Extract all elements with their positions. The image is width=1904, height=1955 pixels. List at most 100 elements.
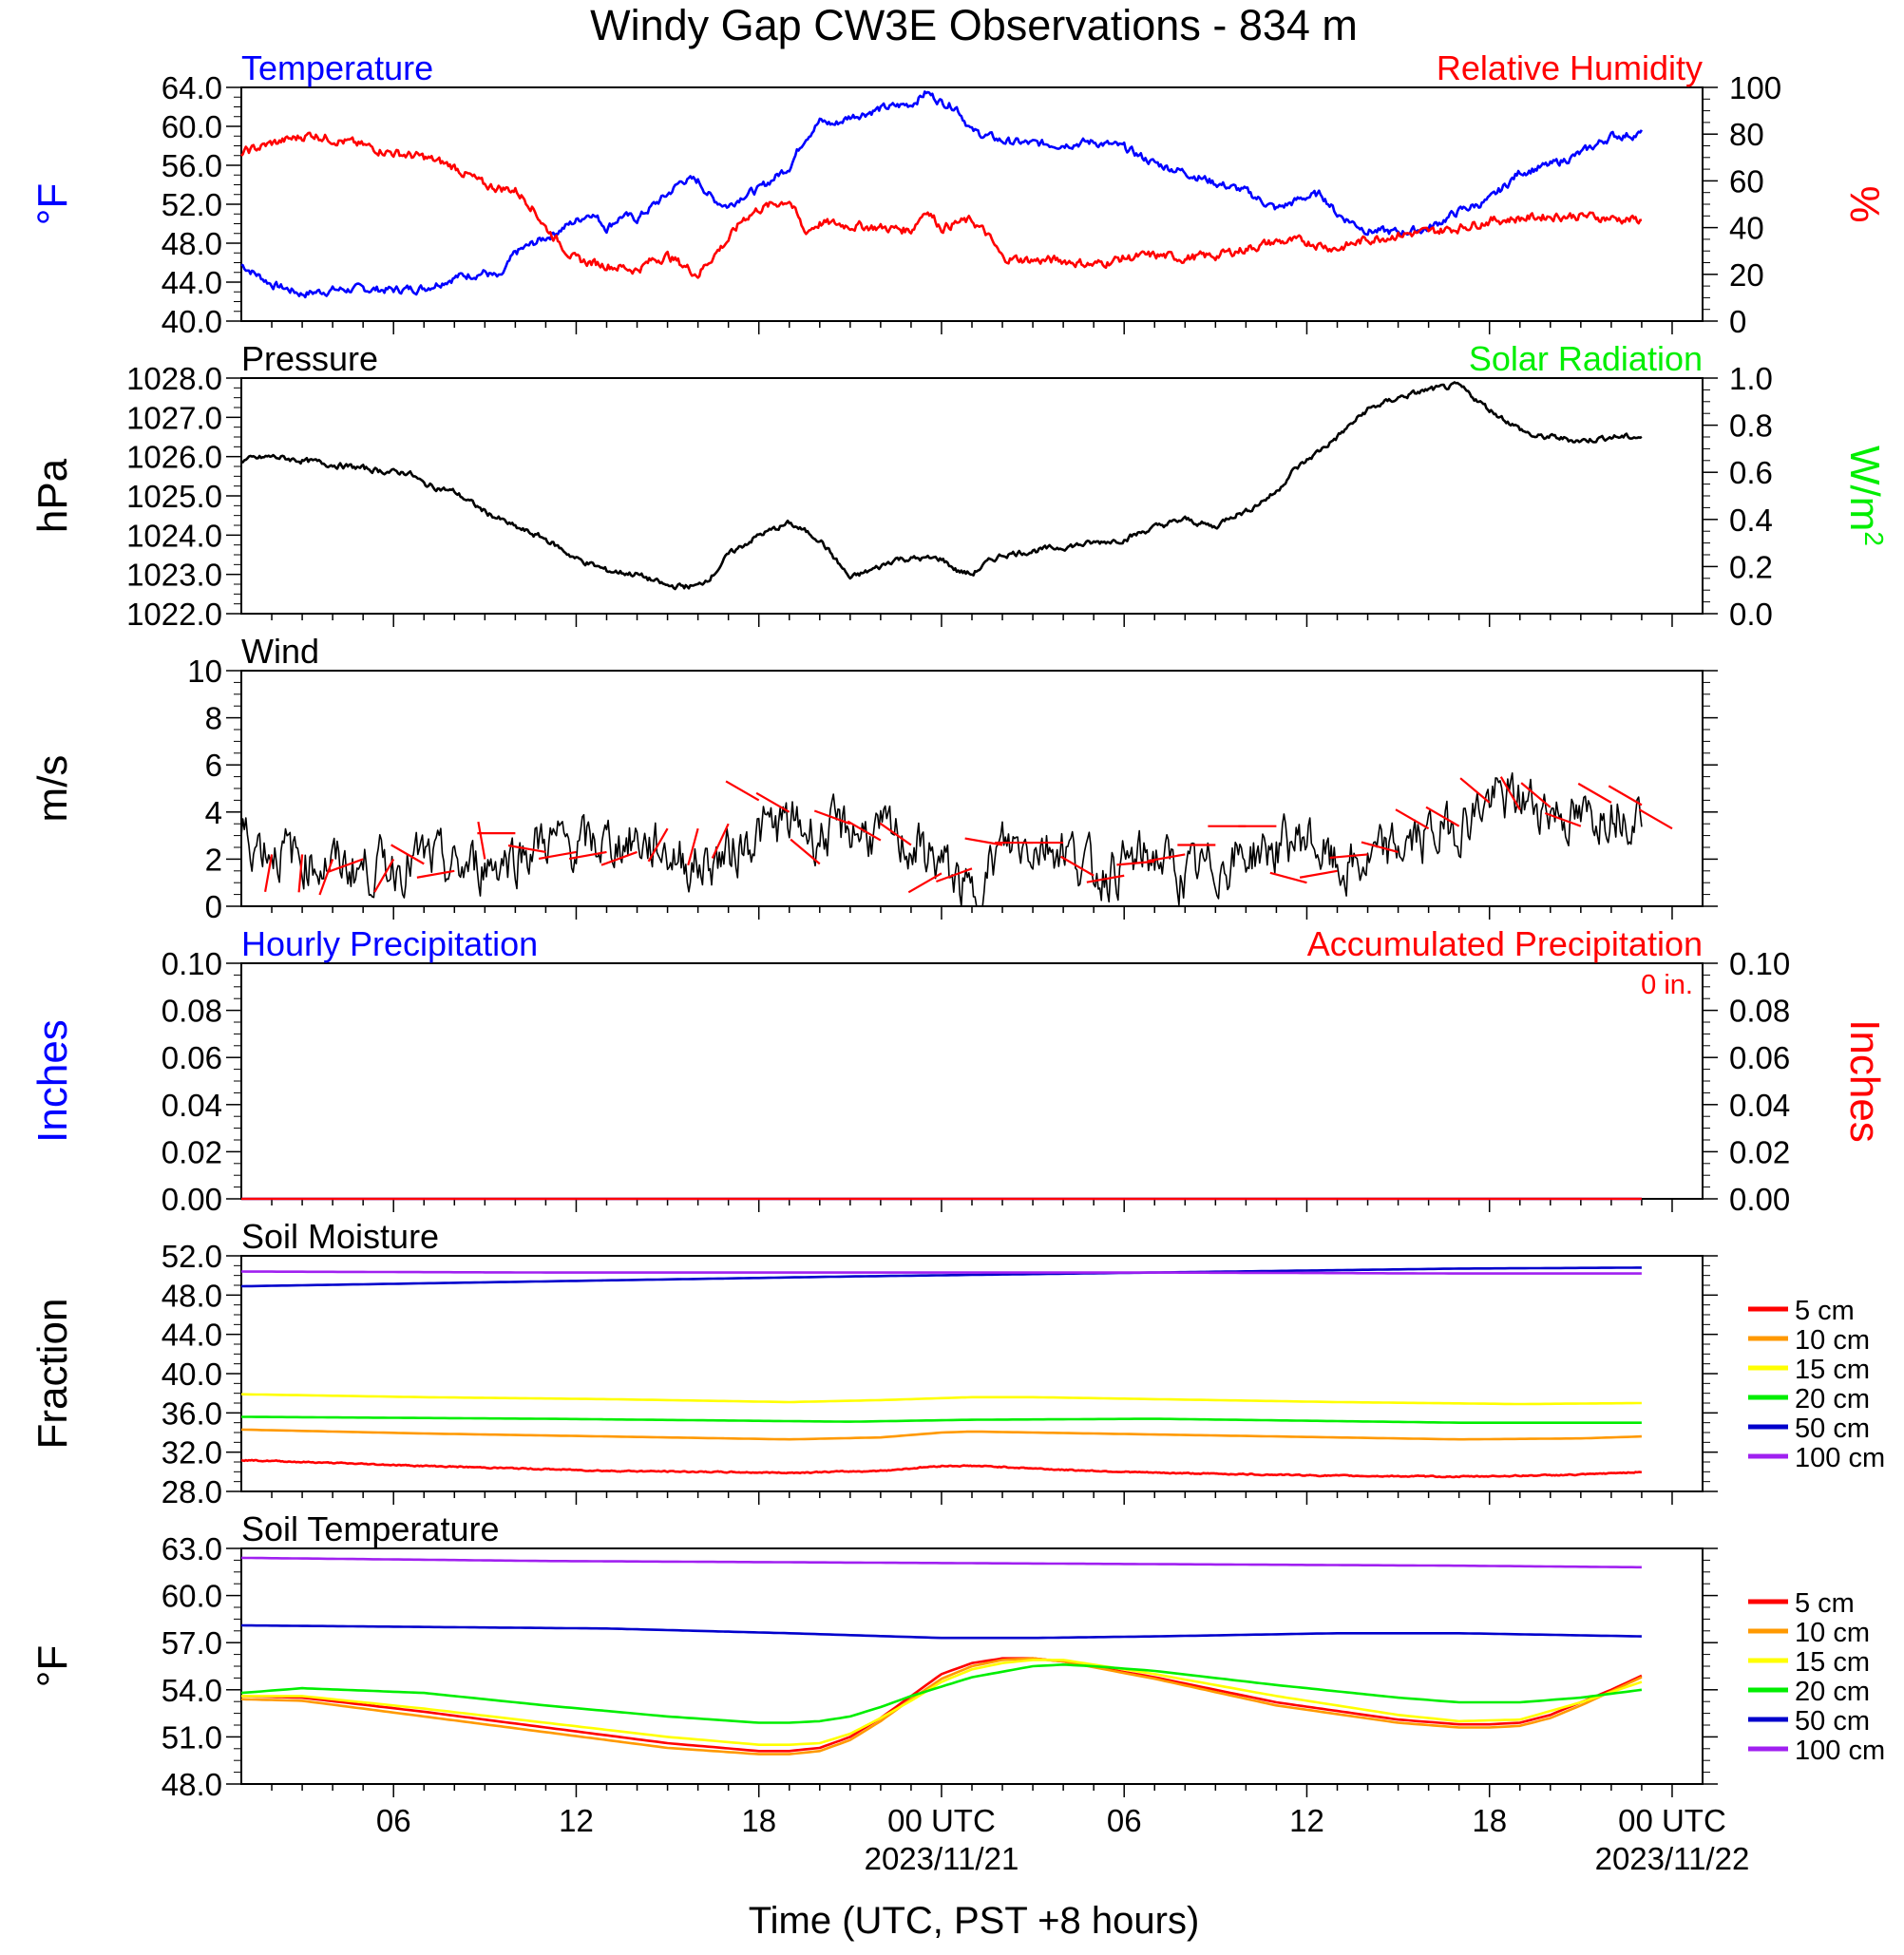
wind-barb [711,823,730,859]
chart-title: Windy Gap CW3E Observations - 834 m [590,1,1358,49]
legend-label: 20 cm [1795,1677,1870,1707]
y-tick-label-right: 0.2 [1729,549,1773,584]
y-tick-label-right: 1.0 [1729,361,1773,396]
x-tick-label: 18 [741,1803,776,1838]
legend-label: 10 cm [1795,1325,1870,1356]
y-tick-label-left: 44.0 [162,1318,222,1353]
wind-barb [568,850,607,860]
panel-frame [240,1255,1704,1492]
series-line [240,1657,1643,1756]
y-tick-label-left: 0.06 [162,1040,222,1075]
y-tick-label-right: 40 [1729,211,1764,246]
wind-barb [1520,782,1552,808]
panel-title-left: Soil Moisture [241,1217,439,1256]
wind-barb [327,858,364,874]
wind-barb [1395,808,1430,830]
wind-barb [264,854,274,893]
series-line [240,1266,1642,1288]
wind-barb [1638,808,1673,830]
y-tick-label-left: 10 [187,654,222,689]
y-tick-label-left: 60.0 [162,109,222,144]
y-tick-label-right: 0.6 [1729,455,1773,490]
panel-soil_temperature: 48.0 51.0 54.0 57.0 60.0 63.0 Soil Temperature… [29,1509,1885,1802]
wind-barb [1608,785,1643,807]
y-axis-title-left: Fraction [29,1299,76,1450]
wind-barb [1425,806,1460,827]
y-tick-label-left: 4 [205,795,222,830]
series-line [240,1663,1643,1724]
series-line [240,1428,1642,1441]
y-axis-title-right: Inches [1841,1019,1888,1143]
wind-barb [1299,869,1338,879]
panel-frame [240,962,1704,1200]
y-tick-label-left: 36.0 [162,1395,222,1431]
y-tick-label-left: 44.0 [162,265,222,300]
panel-title-left: Wind [241,632,319,671]
y-tick-label-left: 28.0 [162,1474,222,1509]
y-tick-label-right: 80 [1729,117,1764,152]
panel-title-left: Pressure [241,339,378,378]
panel-precipitation: 0.00 0.02 0.04 0.06 0.08 0.10 0.00 0.02 0.04 0.06… [29,924,1888,1217]
series-line [240,1458,1643,1479]
wind-barb [936,867,973,883]
y-tick-label-right: 0 [1729,304,1746,339]
y-tick-label-left: 56.0 [162,148,222,183]
x-tick-label: 00 UTC [1618,1803,1726,1838]
legend-label: 100 cm [1795,1443,1885,1473]
wind-barb [507,844,546,854]
wind-barb [1059,855,1095,877]
y-tick-label-right: 0.4 [1729,503,1773,538]
x-tick-label: 00 UTC [887,1803,996,1838]
y-tick-label-left: 64.0 [162,70,222,105]
series-line [240,1270,1642,1275]
x-tick-label: 06 [1107,1803,1142,1838]
panel-title-right: Accumulated Precipitation [1307,924,1703,963]
x-date-label: 2023/11/22 [1595,1841,1750,1876]
x-tick-label: 06 [376,1803,411,1838]
y-tick-label-left: 0.02 [162,1134,222,1169]
y-tick-label-right: 20 [1729,257,1764,293]
panel-temperature_rh: 40.0 44.0 48.0 52.0 56.0 60.0 64.0 0 20 40 60 80 100… [29,48,1888,339]
y-tick-label-left: 1024.0 [126,518,222,553]
y-tick-label-left: 0.00 [162,1182,222,1217]
y-axis-title-right: W/m2 [1841,446,1890,546]
y-tick-label-left: 52.0 [162,187,222,222]
wind-barb [297,854,304,893]
y-axis-title-right: % [1841,185,1888,222]
wind-barb [847,820,882,842]
y-tick-label-left: 0.08 [162,994,222,1029]
y-tick-label-left: 1026.0 [126,440,222,475]
wind-barb [907,872,942,894]
legend-label: 15 cm [1795,1355,1870,1385]
wind-barb [318,859,334,896]
legend-label: 20 cm [1795,1384,1870,1414]
panel-title-left: Temperature [241,48,433,87]
panel-frame [240,86,1704,322]
legend-label: 15 cm [1795,1647,1870,1678]
wind-barb [477,821,486,860]
wind-barb [1329,853,1368,860]
y-tick-label-left: 0.10 [162,946,222,981]
panel-title-left: Soil Temperature [241,1509,499,1548]
wind-barb [1459,777,1491,804]
wind-barb [647,827,669,863]
y-tick-label-left: 0.04 [162,1088,222,1123]
y-tick-label-left: 60.0 [162,1579,222,1614]
wind-barb [755,791,790,813]
y-tick-label-left: 1027.0 [126,400,222,435]
series-line [240,772,1643,907]
y-tick-label-left: 48.0 [162,1278,222,1313]
wind-barb [790,838,821,865]
y-tick-label-right: 100 [1729,70,1781,105]
y-tick-label-right: 0.0 [1729,597,1773,632]
legend-label: 10 cm [1795,1618,1870,1648]
y-tick-label-left: 40.0 [162,1357,222,1392]
legend-label: 5 cm [1795,1296,1855,1326]
y-tick-label-right: 0.06 [1729,1040,1790,1075]
legend-label: 5 cm [1795,1588,1855,1619]
wind-barb [1544,811,1582,827]
y-tick-label-left: 2 [205,842,222,877]
x-tick-label: 12 [559,1803,594,1838]
precip-annotation: 0 in. [1641,970,1693,1000]
